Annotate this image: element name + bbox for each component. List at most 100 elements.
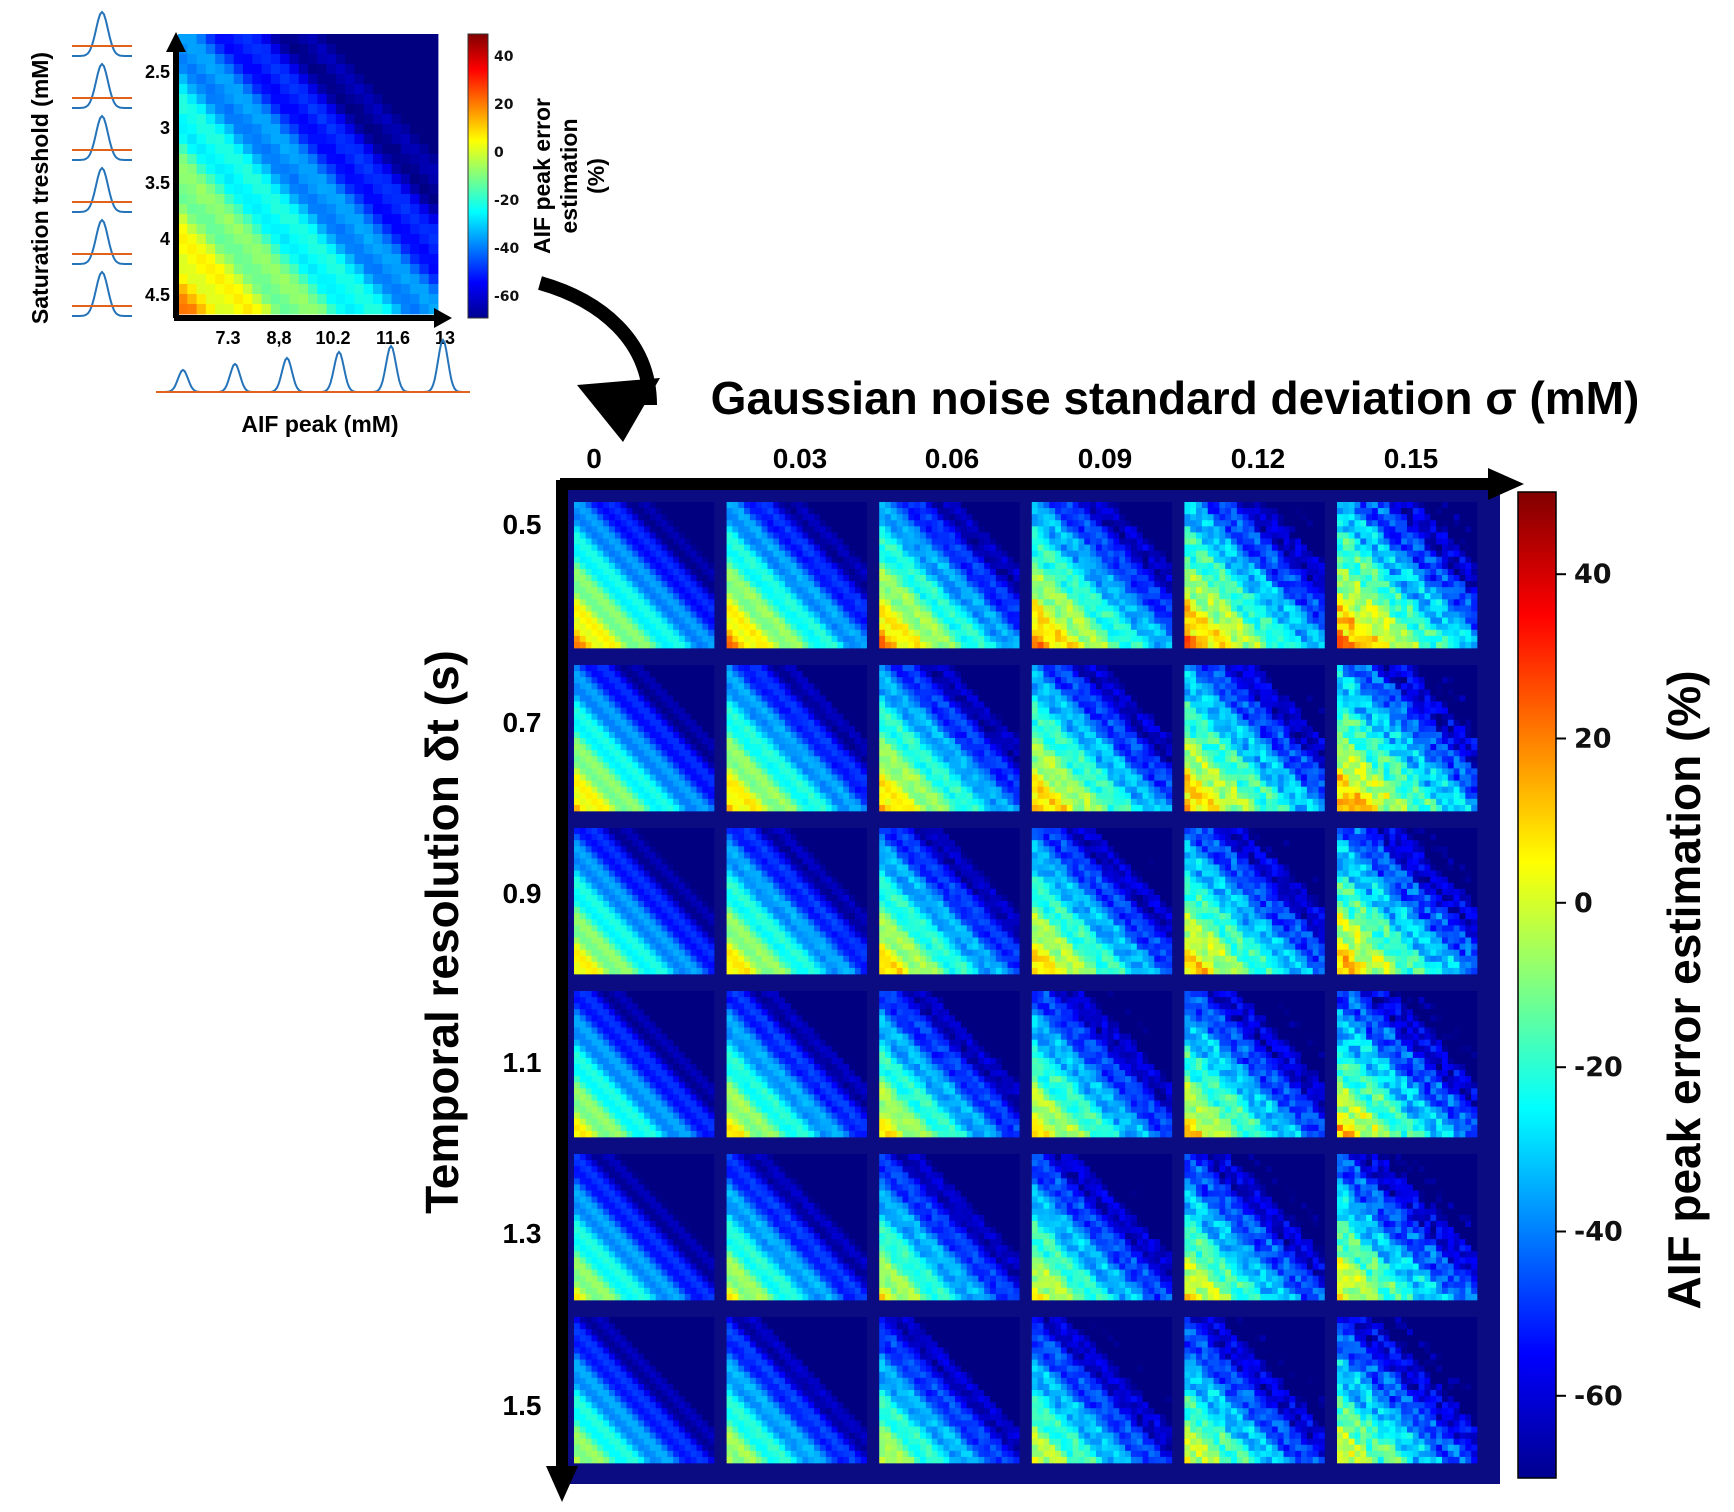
inset-heat-cell [271,284,281,294]
inset-heat-cell [429,174,439,184]
heat-cell [779,642,785,648]
inset-heat-cell [215,214,225,224]
heat-cell [586,630,592,636]
heat-cell [797,624,803,630]
heat-cell [702,502,708,508]
inset-heat-cell [252,214,262,224]
heat-cell [843,605,849,611]
heat-cell [691,642,697,648]
inset-heat-cell [364,254,374,264]
heat-cell [820,624,826,630]
heat-cell [650,539,656,545]
heat-cell [592,618,598,624]
heat-cell [826,624,832,630]
inset-heat-cell [197,44,207,54]
heat-cell [938,526,944,532]
heat-cell [580,599,586,605]
heat-cell [656,545,662,551]
inset-heat-cell [429,204,439,214]
heat-cell [849,508,855,514]
heat-cell [615,642,621,648]
inset-heat-cell [299,74,309,84]
heat-cell [727,587,733,593]
heat-cell [855,569,861,575]
heat-cell [996,508,1002,514]
heat-cell [679,636,685,642]
inset-heat-cell [271,294,281,304]
heat-cell [685,624,691,630]
heat-cell [679,508,685,514]
inset-heat-cell [419,174,429,184]
heat-cell [702,575,708,581]
heat-cell [609,587,615,593]
heat-cell [644,593,650,599]
inset-heat-cell [401,164,411,174]
heat-cell [679,593,685,599]
inset-heat-cell [252,104,262,114]
heat-cell [732,612,738,618]
heat-cell [826,539,832,545]
heat-cell [797,605,803,611]
inset-heat-cell [243,54,253,64]
heat-cell [990,520,996,526]
heat-cell [843,581,849,587]
heat-cell [756,526,762,532]
heat-cell [814,569,820,575]
heat-cell [697,612,703,618]
heat-cell [574,532,580,538]
heat-cell [632,642,638,648]
inset-heat-cell [308,204,318,214]
inset-heat-cell [419,274,429,284]
heat-cell [973,539,979,545]
heat-cell [978,520,984,526]
heat-cell [802,532,808,538]
heat-cell [609,612,615,618]
heat-cell [949,532,955,538]
inset-heat-cell [410,184,420,194]
heat-cell [603,520,609,526]
heat-cell [832,642,838,648]
heat-cell [920,520,926,526]
inset-heat-cell [382,44,392,54]
heat-cell [791,587,797,593]
inset-heat-cell [345,94,355,104]
inset-heat-cell [336,204,346,214]
heat-cell [738,593,744,599]
heat-cell [861,563,867,569]
inset-heat-cell [364,274,374,284]
heat-cell [685,532,691,538]
saturation-curve [72,64,132,108]
heat-cell [702,557,708,563]
heat-cell [644,545,650,551]
heat-cell [679,514,685,520]
heat-cell [961,526,967,532]
inset-heat-cell [224,294,234,304]
inset-heat-cell [317,44,327,54]
heat-cell [908,520,914,526]
inset-heat-cell [308,264,318,274]
heat-cell [949,514,955,520]
heat-cell [744,545,750,551]
inset-heat-cell [327,144,337,154]
inset-heat-cell [252,274,262,284]
inset-heat-cell [336,294,346,304]
heat-cell [908,508,914,514]
heat-cell [762,618,768,624]
inset-heat-cell [289,94,299,104]
heatmap-tile [574,502,714,648]
inset-heat-cell [327,154,337,164]
heat-cell [837,587,843,593]
heat-cell [808,581,814,587]
inset-heat-cell [392,234,402,244]
heat-cell [638,599,644,605]
heat-cell [638,545,644,551]
heat-cell [615,630,621,636]
heat-cell [638,612,644,618]
heat-cell [849,618,855,624]
inset-heat-cell [234,34,244,44]
heat-cell [685,636,691,642]
heat-cell [592,514,598,520]
heat-cell [744,508,750,514]
heat-cell [955,545,961,551]
inset-heat-cell [317,34,327,44]
